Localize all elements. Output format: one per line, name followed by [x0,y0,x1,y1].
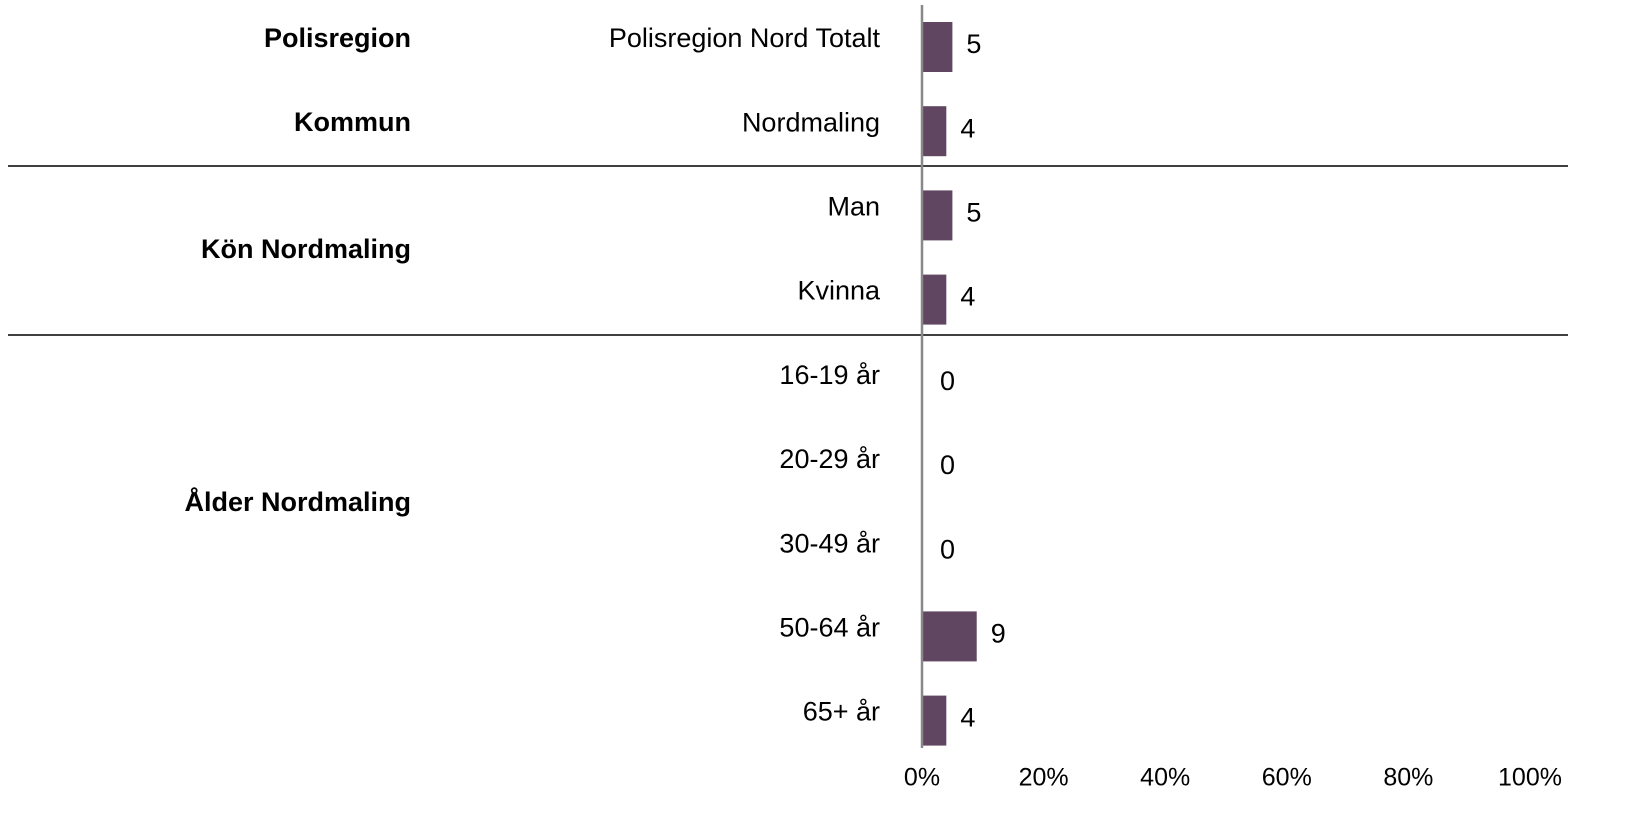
category-label: Nordmaling [742,107,880,137]
bar [922,190,953,241]
value-label: 0 [940,450,955,480]
value-label: 4 [960,703,975,733]
category-label: 50-64 år [779,613,880,643]
group-label: Kommun [294,107,411,137]
bar [922,611,977,662]
x-tick-label: 0% [904,764,940,792]
group-label: Polisregion [264,23,411,53]
category-label: 20-29 år [779,444,880,474]
category-label: 16-19 år [779,360,880,390]
category-label: 30-49 år [779,528,880,558]
bar [922,22,953,72]
value-label: 0 [940,534,955,564]
bar [922,106,947,157]
category-label: Polisregion Nord Totalt [609,23,881,53]
value-label: 5 [966,29,981,59]
group-label: Kön Nordmaling [201,234,411,264]
value-label: 5 [966,198,981,228]
bar [922,695,947,746]
value-label: 4 [960,282,975,312]
category-label: Man [827,192,880,222]
x-tick-label: 80% [1383,764,1433,792]
x-tick-label: 60% [1262,764,1312,792]
bar [922,274,947,325]
value-label: 0 [940,366,955,396]
value-label: 4 [960,113,975,143]
category-label: 65+ år [803,697,880,727]
x-tick-label: 100% [1498,764,1562,792]
group-label: Ålder Nordmaling [184,486,411,517]
category-label: Kvinna [797,276,881,306]
x-tick-label: 20% [1019,764,1069,792]
x-tick-label: 40% [1140,764,1190,792]
value-label: 9 [991,619,1006,649]
